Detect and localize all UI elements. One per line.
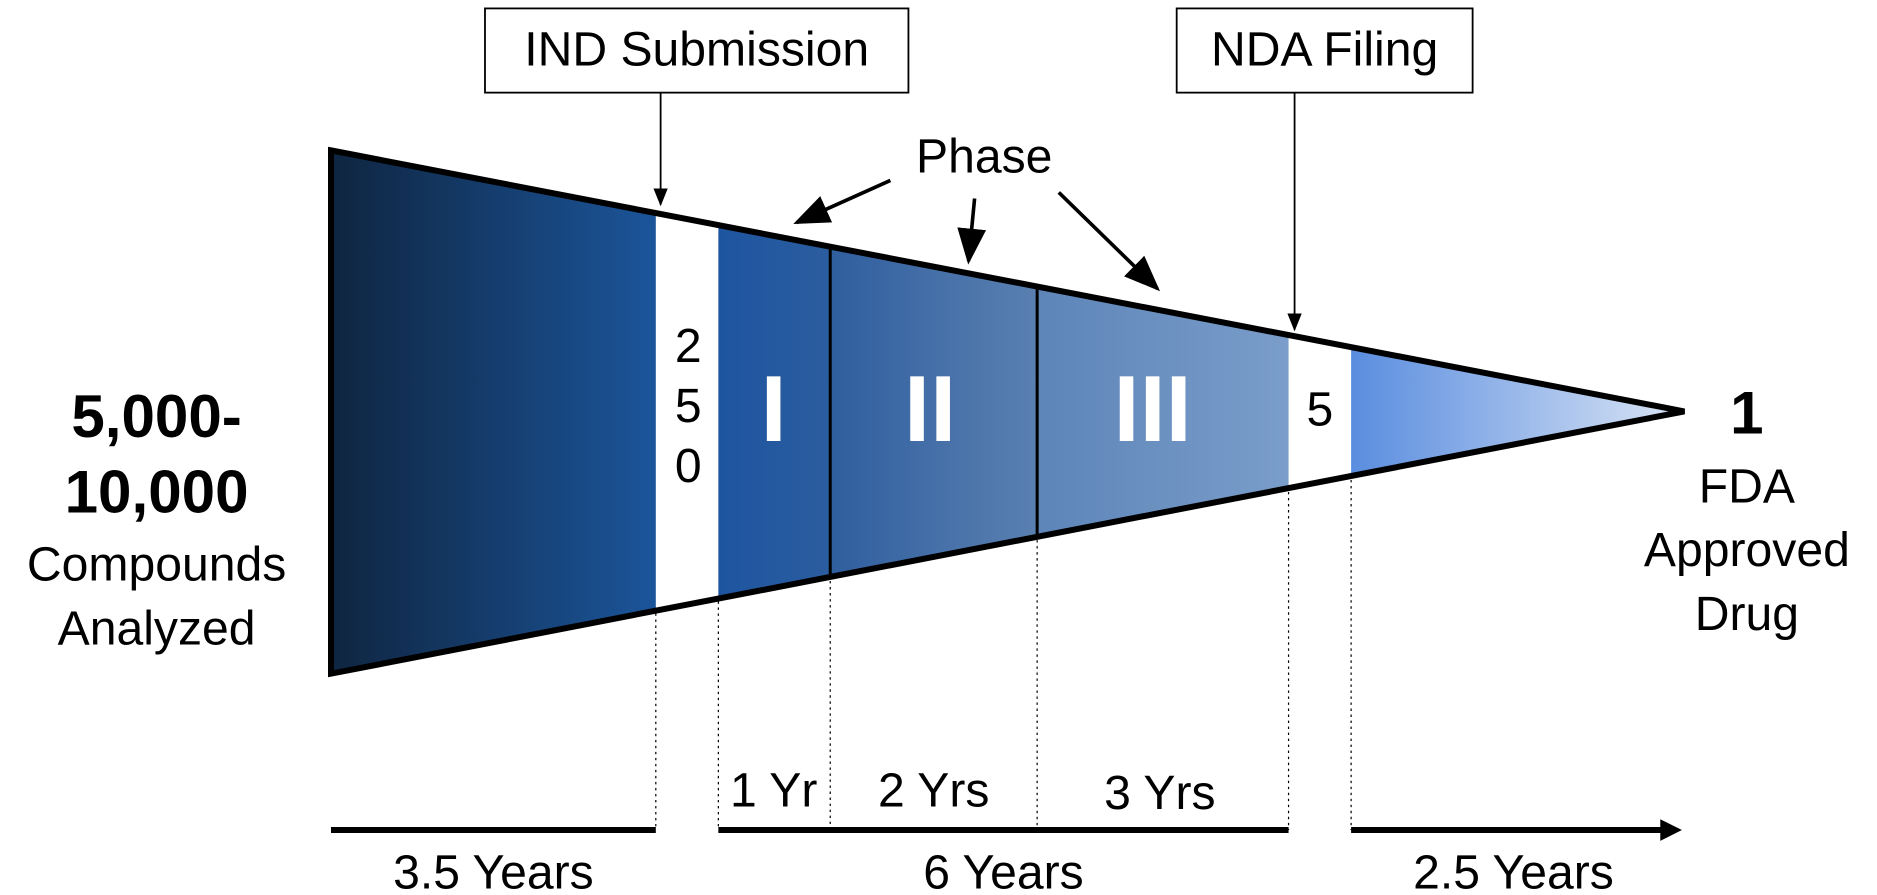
dotted-guides: [655, 473, 1352, 831]
right-label: Approved: [1644, 523, 1850, 577]
milestone-box: [1175, 7, 1474, 94]
phase-numeral: II: [904, 356, 956, 461]
milestone-label: NDA Filing: [1211, 23, 1438, 77]
phase-numeral: III: [1114, 356, 1192, 461]
arrows: [653, 92, 1302, 332]
right-count: 1: [1730, 379, 1763, 446]
approval-segment: [1351, 150, 1685, 674]
period-label: 6 Years: [923, 845, 1084, 895]
nda-count: 5: [1306, 382, 1333, 436]
milestone-box: [484, 7, 910, 94]
milestone-label: IND Submission: [524, 23, 869, 77]
discovery-segment: [331, 150, 656, 674]
left-label: Analyzed: [58, 601, 256, 655]
right-label: Drug: [1695, 587, 1799, 641]
period-label: 2.5 Years: [1413, 845, 1614, 895]
phase-numeral: I: [761, 356, 787, 461]
timeline-arrowhead: [1660, 819, 1682, 841]
left-count: 10,000: [65, 459, 249, 526]
phase-label: Phase: [916, 130, 1052, 184]
phase-duration: 1 Yr: [730, 764, 817, 818]
left-label: Compounds: [27, 537, 286, 591]
phase-duration: 2 Yrs: [878, 764, 989, 818]
phase-arrows: [793, 178, 1161, 292]
right-label: FDA: [1699, 459, 1795, 513]
funnel: [331, 150, 1685, 674]
period-label: 3.5 Years: [393, 845, 594, 895]
funnel-outline: [327, 146, 1685, 678]
phase-duration: 3 Yrs: [1104, 766, 1215, 820]
left-count: 5,000-: [71, 383, 241, 450]
